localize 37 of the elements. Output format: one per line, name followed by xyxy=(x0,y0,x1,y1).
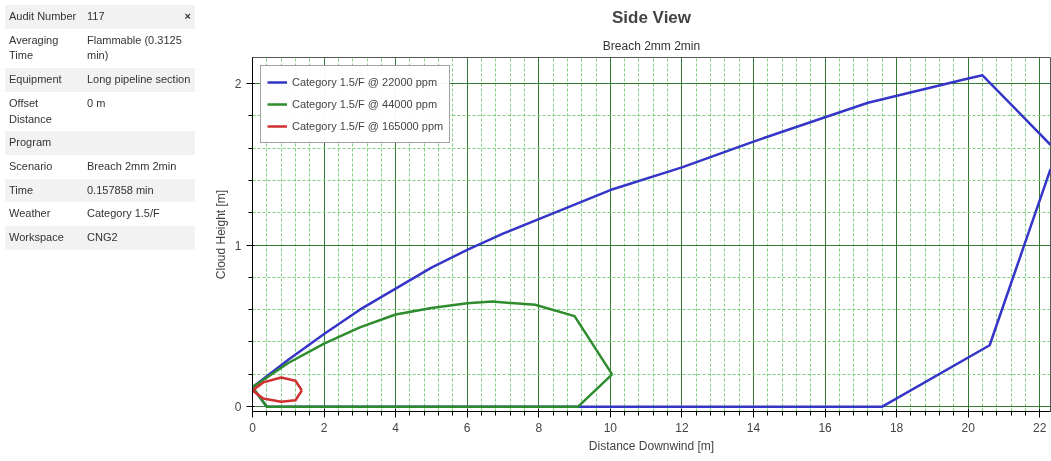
y-axis-title: Cloud Height [m] xyxy=(213,189,228,280)
y-tick-label: 2 xyxy=(234,76,242,91)
x-tick-label: 6 xyxy=(463,420,471,435)
x-tick-label: 20 xyxy=(961,420,976,435)
legend-label: Category 1.5/F @ 22000 ppm xyxy=(292,75,438,89)
info-row: Offset Distance 0 m xyxy=(5,91,195,132)
x-tick-label: 12 xyxy=(675,420,689,435)
x-tick-label: 18 xyxy=(889,420,904,435)
x-tick-label: 22 xyxy=(1033,420,1047,435)
x-tick-label: 2 xyxy=(320,420,328,435)
y-tick-label: 1 xyxy=(234,238,242,253)
category-label: Program xyxy=(8,135,53,151)
x-axis-title: Distance Downwind [m] xyxy=(588,438,715,453)
category-label: Averaging Time xyxy=(8,32,60,64)
category-label: Weather xyxy=(8,206,52,222)
category-label: Offset Distance xyxy=(8,95,53,127)
category-label: Time xyxy=(8,182,35,198)
info-row: Weather Category 1.5/F xyxy=(5,202,195,227)
chart-subtitle: Breach 2mm 2min xyxy=(602,38,701,53)
info-row: Scenario Breach 2mm 2min xyxy=(5,154,195,179)
info-row: Time 0.157858 min xyxy=(5,178,195,203)
category-label: Scenario xyxy=(8,158,54,174)
category-label: Equipment xyxy=(8,72,63,88)
x-tick-label: 0 xyxy=(249,420,257,435)
category-label: Workspace xyxy=(8,230,65,246)
x-tick-label: 10 xyxy=(603,420,618,435)
chart-title: Side View xyxy=(611,7,692,27)
x-tick-label: 4 xyxy=(392,420,400,435)
legend-label: Category 1.5/F @ 165000 ppm xyxy=(292,119,444,133)
y-tick-label: 0 xyxy=(234,400,242,415)
category-label: Audit Number xyxy=(8,9,78,24)
x-tick-label: 8 xyxy=(535,420,543,435)
legend-label: Category 1.5/F @ 44000 ppm xyxy=(292,97,438,111)
info-row: Workspace CNG2 xyxy=(5,226,195,250)
x-tick-label: 16 xyxy=(818,420,833,435)
x-tick-label: 14 xyxy=(746,420,761,435)
info-row: Averaging Time Flammable (0.3125 min) xyxy=(5,28,195,69)
